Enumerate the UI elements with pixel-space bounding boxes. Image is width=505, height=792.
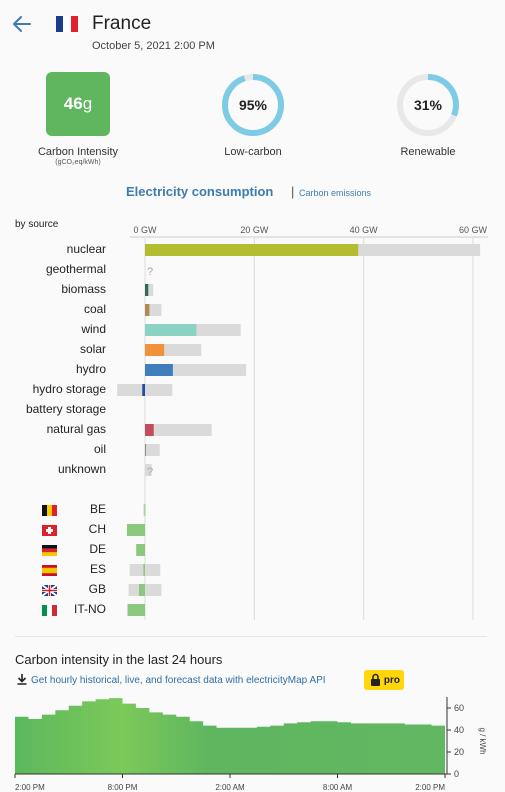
x-tick-label: 8:00 AM bbox=[323, 783, 353, 792]
production-breakdown-chart: 0 GW 20 GW 40 GW 60 GW?? bbox=[41, 225, 488, 620]
low-carbon-value: 95% bbox=[238, 97, 268, 113]
capacity-bar-natural-gas bbox=[145, 424, 212, 436]
exchange-label-gb: GB bbox=[88, 582, 106, 596]
unknown-marker: ? bbox=[147, 466, 153, 478]
exchange-label-es: ES bbox=[89, 562, 106, 576]
y-tick-label: 20 bbox=[454, 747, 464, 757]
source-label-natural-gas: natural gas bbox=[46, 422, 106, 436]
flag-de-icon bbox=[42, 545, 57, 556]
source-label-nuclear: nuclear bbox=[66, 242, 106, 256]
x-tick-label: 2:00 PM bbox=[15, 783, 45, 792]
production-bar-natural-gas bbox=[145, 424, 154, 436]
unknown-marker: ? bbox=[147, 266, 153, 278]
exchange-bar-es bbox=[143, 564, 145, 576]
exchange-bar-ch bbox=[126, 524, 145, 536]
source-label-oil: oil bbox=[93, 442, 106, 456]
tab-carbon-emissions[interactable]: Carbon emissions bbox=[299, 188, 372, 198]
x-tick-label: 8:00 PM bbox=[108, 783, 138, 792]
carbon-intensity-unit: (gCO₂eq/kWh) bbox=[55, 159, 101, 166]
source-label-solar: solar bbox=[79, 342, 106, 356]
carbon-intensity-badge[interactable]: 46 g bbox=[46, 72, 110, 136]
tab-separator: | bbox=[291, 184, 295, 199]
exchange-label-it-no: IT-NO bbox=[74, 602, 106, 616]
by-source-label: by source bbox=[15, 219, 59, 230]
y-tick-label: 0 bbox=[454, 769, 459, 779]
flag-ch-icon bbox=[42, 525, 57, 536]
production-bar-biomass bbox=[145, 284, 149, 296]
exchange-capacity-bar-be bbox=[143, 504, 145, 516]
exchange-label-be: BE bbox=[89, 502, 106, 516]
low-carbon-ring[interactable] bbox=[220, 72, 286, 138]
capacity-bar-oil bbox=[145, 444, 160, 456]
history-title: Carbon intensity in the last 24 hours bbox=[15, 652, 223, 667]
y-axis-label: g / kWh bbox=[478, 727, 487, 754]
datetime: October 5, 2021 2:00 PM bbox=[92, 40, 215, 52]
exchange-bar-be bbox=[144, 504, 146, 516]
source-label-hydro: hydro bbox=[75, 362, 106, 376]
flag-be-icon bbox=[42, 505, 57, 516]
source-label-hydro-storage: hydro storage bbox=[32, 382, 106, 396]
flag-it-no-icon bbox=[42, 605, 57, 616]
pro-label: pro bbox=[383, 674, 400, 686]
axis-tick-label: 40 GW bbox=[350, 225, 379, 235]
renewable-ring[interactable] bbox=[395, 72, 461, 138]
source-label-coal: coal bbox=[83, 302, 106, 316]
flag-gb-icon bbox=[41, 584, 58, 597]
carbon-intensity-unit-suffix: g bbox=[82, 94, 93, 113]
capacity-bar-unknown bbox=[145, 464, 152, 476]
capacity-bar-biomass bbox=[145, 284, 154, 296]
source-label-battery-storage: battery storage bbox=[25, 402, 106, 416]
flag-es-icon bbox=[42, 565, 57, 576]
low-carbon-label: Low-carbon bbox=[224, 146, 282, 158]
x-tick-label: 2:00 AM bbox=[215, 783, 245, 792]
axis-tick-label: 0 GW bbox=[133, 225, 157, 235]
country-flag-icon bbox=[56, 16, 78, 32]
axis-tick-label: 20 GW bbox=[240, 225, 269, 235]
production-bar-nuclear bbox=[145, 244, 359, 256]
carbon-intensity-label: Carbon Intensity bbox=[37, 146, 119, 158]
production-bar-hydro bbox=[145, 364, 173, 376]
exchange-bar-gb bbox=[138, 584, 145, 596]
exchange-bar-it-no bbox=[127, 604, 145, 616]
y-tick-label: 60 bbox=[454, 703, 464, 713]
production-bar-hydro-storage bbox=[142, 384, 145, 396]
section-divider bbox=[15, 636, 487, 637]
source-label-geothermal: geothermal bbox=[45, 262, 106, 276]
production-bar-solar bbox=[145, 344, 165, 356]
exchange-bar-de bbox=[136, 544, 145, 556]
exchange-label-ch: CH bbox=[88, 522, 106, 536]
x-tick-label: 2:00 PM bbox=[415, 783, 445, 792]
source-label-biomass: biomass bbox=[61, 282, 106, 296]
carbon-intensity-value: 46 bbox=[63, 94, 83, 113]
y-tick-label: 40 bbox=[454, 725, 464, 735]
carbon-intensity-history-chart: 60 40 20 0 g / kWh 2:00 PM 8:00 PM 2:00 AM 8:00 … bbox=[14, 697, 487, 792]
renewable-value: 31% bbox=[413, 97, 443, 113]
back-arrow-icon[interactable] bbox=[10, 12, 34, 36]
production-bar-coal bbox=[145, 304, 150, 316]
lock-icon bbox=[371, 673, 380, 686]
renewable-label: Renewable bbox=[400, 146, 456, 158]
country-name: France bbox=[92, 13, 152, 34]
history-area bbox=[15, 698, 445, 774]
production-bar-wind bbox=[145, 324, 197, 336]
source-label-wind: wind bbox=[81, 322, 106, 336]
production-bar-oil bbox=[145, 444, 146, 456]
download-icon[interactable] bbox=[16, 673, 28, 685]
tab-electricity-consumption[interactable]: Electricity consumption bbox=[126, 184, 274, 199]
source-label-unknown: unknown bbox=[57, 462, 106, 476]
api-download-link[interactable]: Get hourly historical, live, and forecas… bbox=[31, 675, 326, 686]
axis-tick-label: 60 GW bbox=[459, 225, 488, 235]
exchange-label-de: DE bbox=[89, 542, 106, 556]
